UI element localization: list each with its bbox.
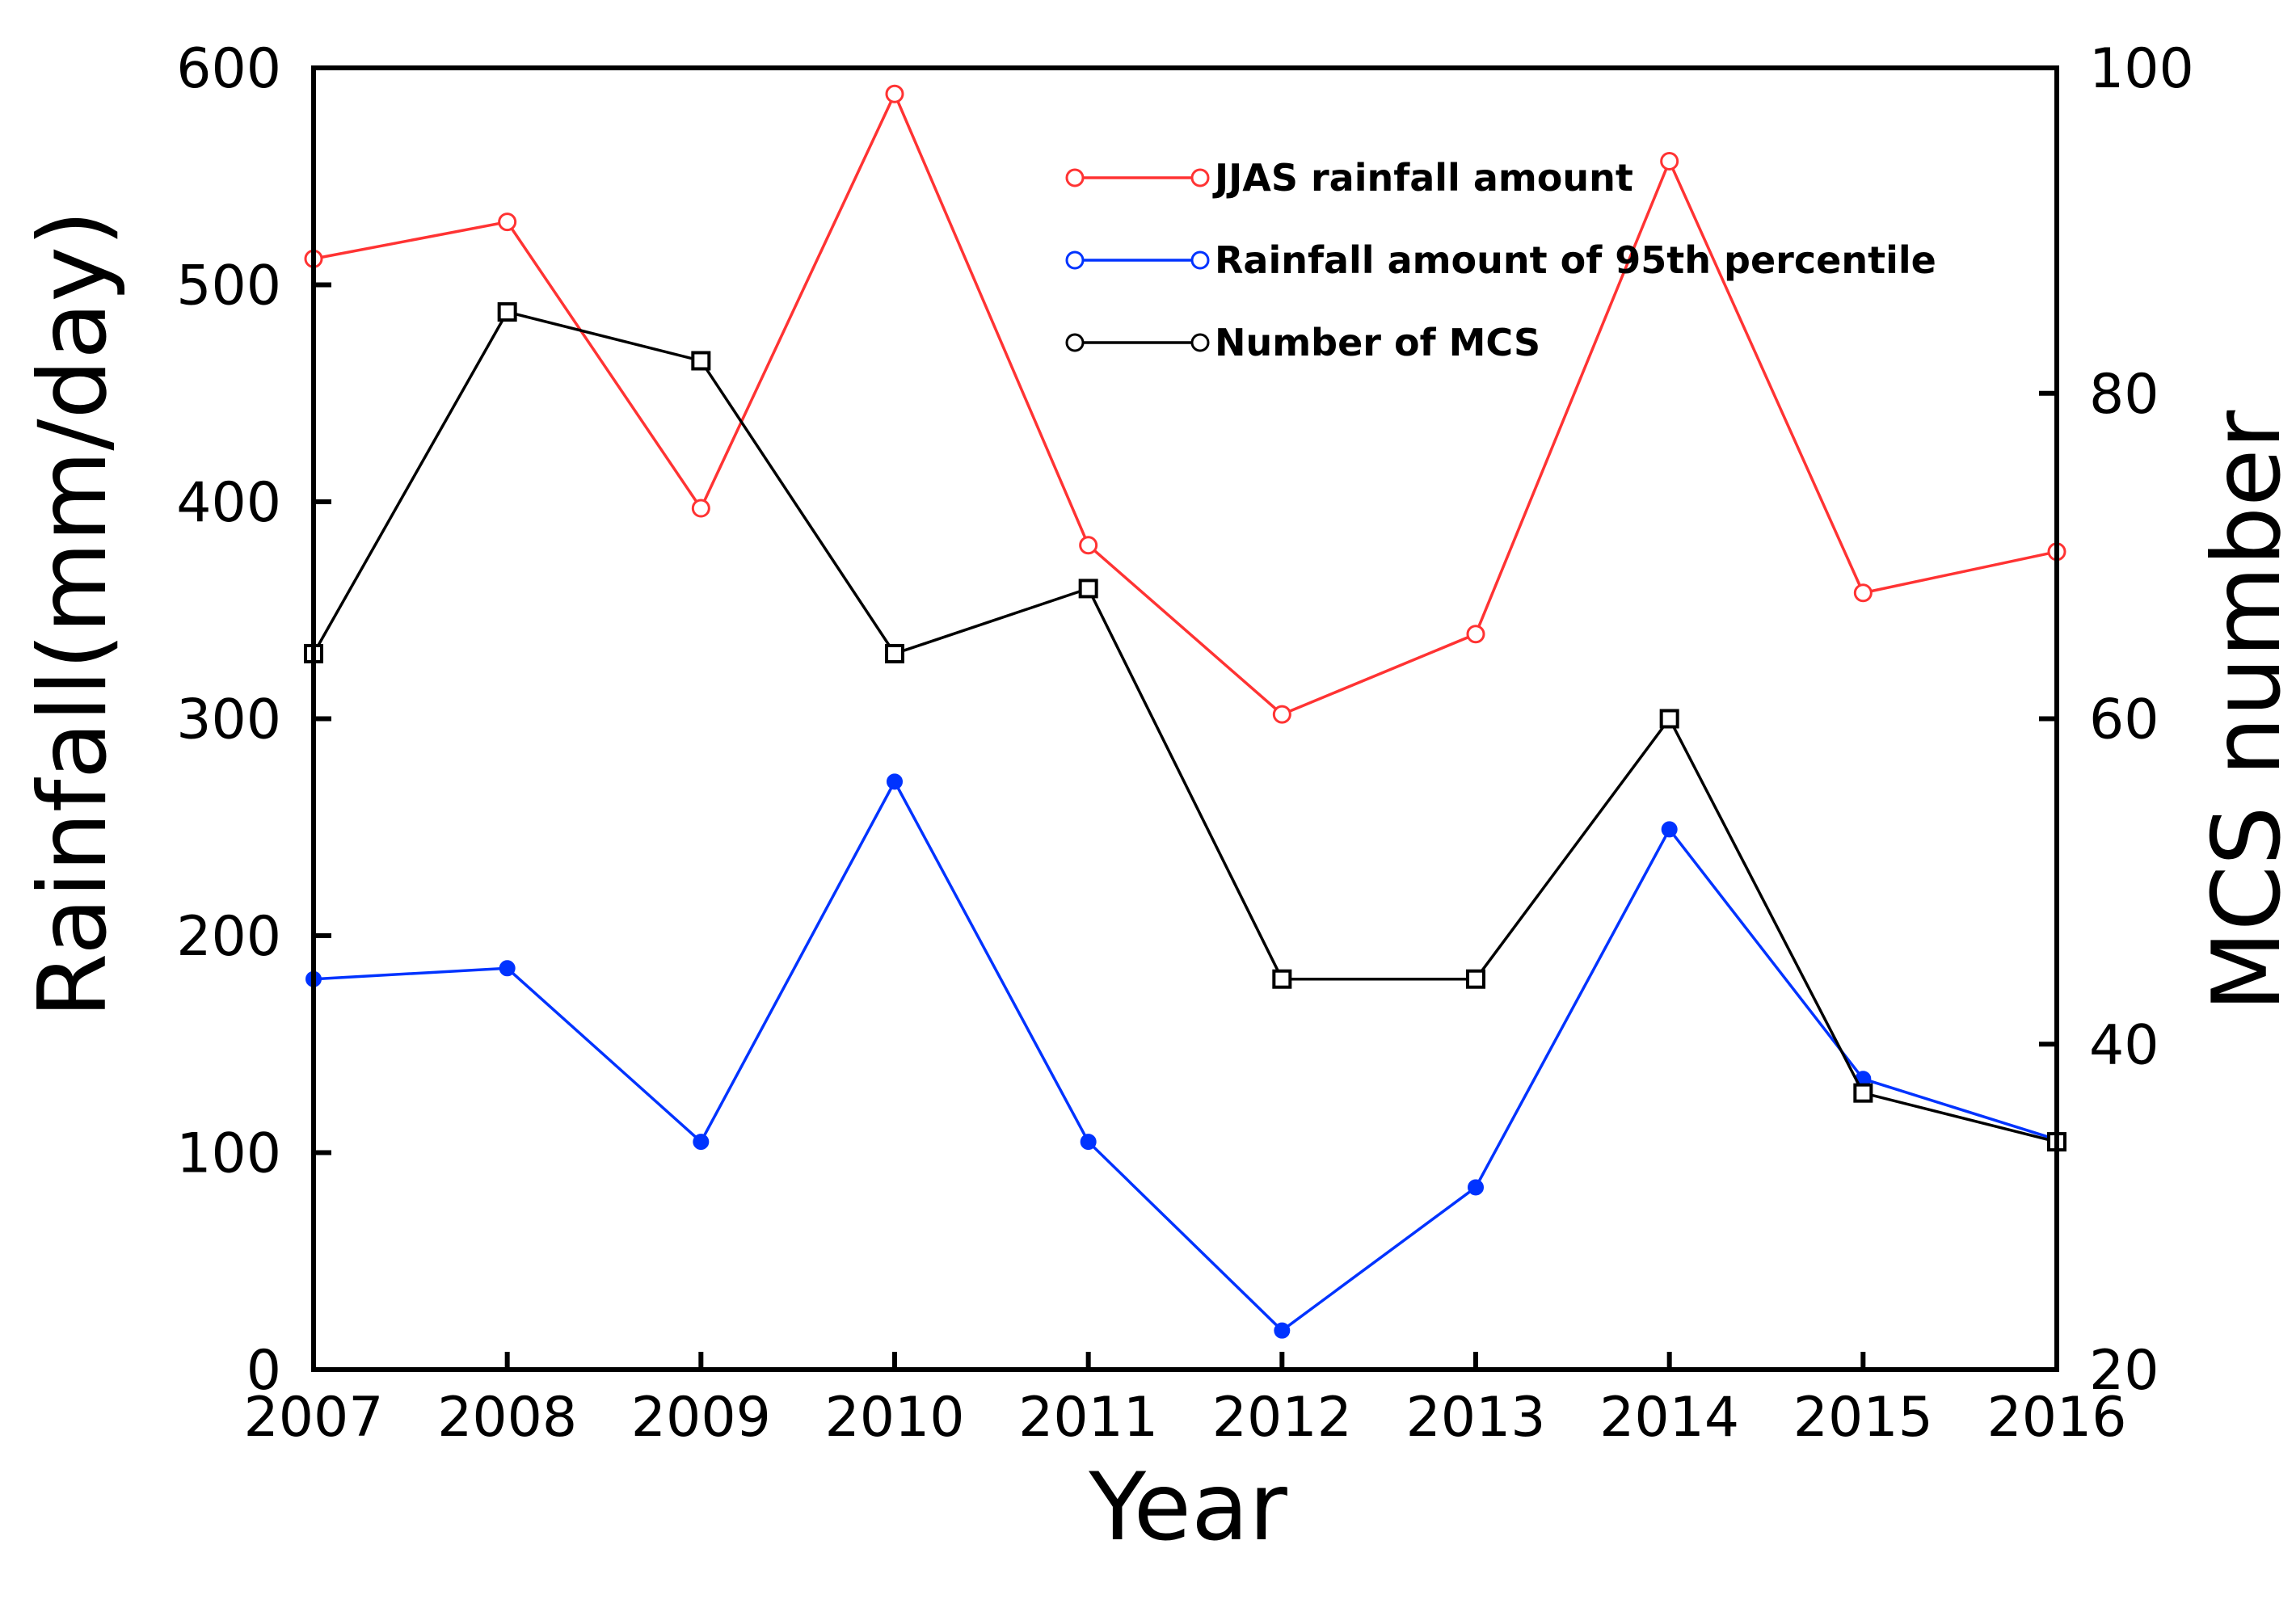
- data-point-s1-2014: [1660, 151, 1679, 170]
- data-point-s3-2009: [691, 351, 711, 371]
- data-point-s3-2010: [885, 643, 904, 663]
- data-point-s2-2011: [1080, 1134, 1097, 1151]
- x-axis-title: Year: [1088, 1453, 1287, 1562]
- data-point-s1-2009: [691, 499, 710, 518]
- data-point-s1-2012: [1272, 705, 1291, 724]
- series-line-1: [313, 90, 2058, 717]
- x-tick-label-2012: 2012: [1212, 1386, 1352, 1450]
- legend-marker-start-2: [1065, 250, 1085, 270]
- x-tick-label-2011: 2011: [1018, 1386, 1158, 1450]
- y-axis-title: Rainfall(mm/day): [19, 210, 128, 1018]
- y-tick-label-200: 200: [176, 905, 281, 969]
- legend-marker-start-3: [1065, 333, 1085, 352]
- legend-marker-end-3: [1190, 333, 1210, 352]
- data-point-s1-2010: [885, 84, 904, 103]
- x-tick-label-2008: 2008: [437, 1386, 577, 1450]
- x-tick-label-2013: 2013: [1405, 1386, 1545, 1450]
- legend-marker-end-1: [1190, 168, 1210, 187]
- series-line-3: [312, 310, 2058, 1143]
- data-point-s3-2015: [1853, 1083, 1873, 1103]
- y-tick-label-100: 100: [176, 1122, 281, 1186]
- plot-background: [314, 68, 2057, 1370]
- legend-label-1: JJAS rainfall amount: [1212, 156, 1633, 200]
- data-point-s2-2012: [1274, 1322, 1291, 1339]
- legend: JJAS rainfall amount Rainfall amount of 9…: [1065, 156, 1936, 364]
- y-tick-label-400: 400: [176, 471, 281, 535]
- data-point-s3-2008: [497, 302, 517, 322]
- series-line-2: [313, 778, 2058, 1332]
- data-point-s3-2012: [1272, 969, 1292, 989]
- x-tick-label-2016: 2016: [1986, 1386, 2126, 1450]
- y2-tick-label-100: 100: [2089, 37, 2194, 101]
- data-point-s2-2013: [1468, 1179, 1484, 1196]
- y2-tick-label-40: 40: [2089, 1013, 2159, 1077]
- x-tick-label-2007: 2007: [243, 1386, 383, 1450]
- data-point-s2-2010: [887, 773, 903, 790]
- x-tick-label-2015: 2015: [1793, 1386, 1933, 1450]
- data-point-s1-2015: [1853, 583, 1873, 603]
- data-point-s3-2011: [1078, 579, 1098, 599]
- data-point-s3-2013: [1466, 969, 1485, 989]
- y2-tick-label-80: 80: [2089, 363, 2159, 427]
- y-tick-label-600: 600: [176, 37, 281, 101]
- y2-axis-title: MCS number: [2193, 410, 2296, 1012]
- series-layer: [304, 84, 2066, 1339]
- y-tick-label-0: 0: [246, 1339, 281, 1403]
- x-tick-label-2014: 2014: [1599, 1386, 1739, 1450]
- data-point-s1-2013: [1466, 625, 1485, 644]
- y-tick-label-300: 300: [176, 688, 281, 752]
- legend-label-3: Number of MCS: [1215, 321, 1540, 364]
- axes-layer: 2007 2008 2009 2010 2011 2012 2013 2014 2015 2016…: [176, 37, 2194, 1450]
- data-point-s2-2009: [693, 1134, 710, 1151]
- data-point-s2-2014: [1661, 821, 1678, 838]
- x-tick-label-2010: 2010: [824, 1386, 964, 1450]
- data-point-s1-2011: [1079, 536, 1098, 555]
- y-tick-label-500: 500: [176, 255, 281, 318]
- legend-label-2: Rainfall amount of 95th percentile: [1215, 238, 1936, 282]
- x-tick-label-2009: 2009: [631, 1386, 771, 1450]
- y2-tick-label-60: 60: [2089, 688, 2159, 752]
- legend-marker-end-2: [1190, 250, 1210, 270]
- data-point-s1-2008: [498, 213, 517, 232]
- y2-tick-label-20: 20: [2089, 1339, 2159, 1403]
- legend-marker-start-1: [1065, 168, 1085, 187]
- data-point-s3-2014: [1659, 709, 1679, 729]
- plot-area: [314, 68, 2057, 1370]
- data-point-s2-2008: [499, 960, 516, 977]
